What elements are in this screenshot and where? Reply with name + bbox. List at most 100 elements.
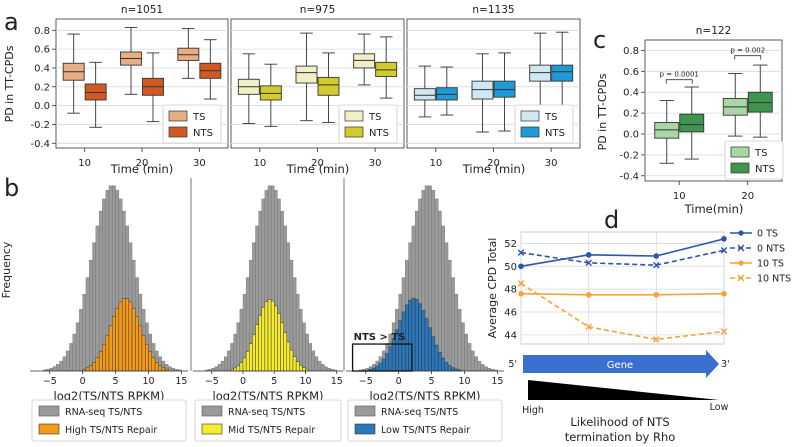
legend-frame <box>31 399 187 442</box>
legend-d: 0 TS 0 NTS 10 TS 10 NTS <box>730 229 791 285</box>
histogram-bar-foreground <box>89 365 93 372</box>
x-tick-label: 0 <box>80 376 86 387</box>
legend-c: TS NTS <box>724 140 784 180</box>
histogram-bar-background <box>457 309 462 372</box>
y-tick-label: 52 <box>504 239 517 250</box>
legend-label: TS <box>192 112 205 123</box>
box-NTS-10 <box>679 86 705 160</box>
histogram-bar-foreground <box>283 332 287 372</box>
x-axis-label-c: Time(min) <box>684 202 744 216</box>
legend-swatch <box>354 405 376 417</box>
x-tick-label: 30 <box>369 158 382 169</box>
x-tick-label: 10 <box>458 376 470 387</box>
series-10-TS <box>518 290 727 298</box>
histogram-bar-background <box>220 360 225 372</box>
panel-label-b: b <box>4 174 19 202</box>
histogram-bar-background <box>217 364 222 372</box>
x-tick-label: 15 <box>331 376 343 387</box>
box-body <box>295 65 318 84</box>
histogram-bar-foreground <box>255 324 259 372</box>
box-NTS-30 <box>199 39 222 100</box>
x-tick-label: 5 <box>271 376 277 387</box>
histogram-bar-foreground <box>252 334 256 372</box>
legend-b3: RNA-seq TS/NTS Low TS/NTS Repair <box>347 399 503 442</box>
legend-swatch <box>730 162 750 174</box>
histogram-bar-foreground <box>289 349 294 372</box>
box-NTS-20 <box>747 64 773 138</box>
histogram-bar-background <box>467 343 472 372</box>
y-tick-label: 0.0 <box>623 130 639 141</box>
histogram-bar-foreground <box>144 343 149 372</box>
likelihood-caption-line2: termination by Rho <box>565 430 676 444</box>
panel-label-a: a <box>4 8 19 36</box>
data-point <box>653 336 660 343</box>
data-point <box>518 263 524 270</box>
histogram-bar-foreground <box>424 318 429 372</box>
legend-label: 0 NTS <box>757 244 785 255</box>
histogram-bar-background <box>311 350 316 372</box>
histogram-bar-background <box>441 225 445 372</box>
plot-frame <box>520 231 725 345</box>
histogram-bar-background <box>236 322 241 372</box>
histogram-bar-foreground <box>292 356 297 372</box>
histogram-bar-foreground <box>375 365 380 372</box>
series-line <box>520 249 725 266</box>
legend-label: 10 TS <box>757 259 784 270</box>
y-tick-label: -0.2 <box>30 120 50 131</box>
legend-swatch <box>730 146 750 158</box>
y-tick-label: -0.4 <box>619 171 639 182</box>
linechart-d: 44 46 48 50 52 <box>504 231 728 345</box>
boxplot-a1: -0.4 -0.2 0.0 0.2 0.4 0.6 0.8 10 20 30 n=1051 <box>30 4 229 169</box>
histogram-bar-background <box>98 210 103 372</box>
three-prime-label: 3' <box>721 359 730 370</box>
legend-marker <box>738 260 744 266</box>
histogram-bar-foreground <box>405 304 409 372</box>
y-tick-label: 44 <box>504 330 517 341</box>
legend-label: TS <box>544 112 557 123</box>
x-tick-label: 20 <box>487 158 500 169</box>
subplot-title: n=1135 <box>472 4 514 16</box>
histogram-bar-background <box>59 360 64 372</box>
histogram-bar-background <box>314 356 319 372</box>
x-tick-label: 20 <box>311 158 324 169</box>
histogram-bar-foreground <box>258 315 262 372</box>
histogram-bar-background <box>72 333 77 372</box>
x-tick-label: 30 <box>193 158 206 169</box>
x-tick-label: 20 <box>136 158 149 169</box>
x-axis-label-a: Time (min) <box>110 162 173 176</box>
histogram-b1: −5 0 5 10 15 log2(TS/NTS RPKM) <box>30 185 188 403</box>
x-axis-label-b: log2(TS/NTS RPKM) <box>54 389 165 403</box>
histogram-bar-background <box>451 277 455 372</box>
histogram-bar-background <box>324 366 328 372</box>
x-axis-label-b: log2(TS/NTS RPKM) <box>370 389 481 403</box>
series-10-NTS <box>517 280 728 343</box>
legend-label: Mid TS/NTS Repair <box>228 425 315 436</box>
histogram-bar-background <box>447 259 452 372</box>
histogram-bar-background <box>66 350 70 372</box>
histogram-bar-background <box>227 350 231 372</box>
data-point <box>721 290 727 297</box>
box-TS-30 <box>353 33 376 86</box>
histogram-bar-foreground <box>154 362 159 372</box>
x-tick-label: 10 <box>299 376 311 387</box>
y-tick-label: 0.8 <box>623 46 639 57</box>
legend-swatch <box>168 110 188 122</box>
series-line <box>520 282 725 341</box>
box-TS-20 <box>120 27 142 95</box>
histogram-bar-foreground <box>270 300 275 372</box>
histogram-bar-foreground <box>398 320 403 372</box>
legend-swatch <box>38 423 60 435</box>
y-tick-label: 0.6 <box>623 67 639 78</box>
histogram-bar-background <box>437 210 442 372</box>
data-point <box>653 261 660 269</box>
legend-swatch <box>38 405 60 417</box>
histogram-bar-foreground <box>242 357 247 372</box>
x-axis-label-a3: Time (min) <box>462 162 525 176</box>
histogram-bar-foreground <box>148 351 153 372</box>
histogram-bar-background <box>299 309 303 372</box>
data-point <box>720 328 728 335</box>
histogram-bar-foreground <box>115 307 120 372</box>
x-tick-label: 0 <box>240 376 246 387</box>
histogram-bar-foreground <box>233 367 237 372</box>
